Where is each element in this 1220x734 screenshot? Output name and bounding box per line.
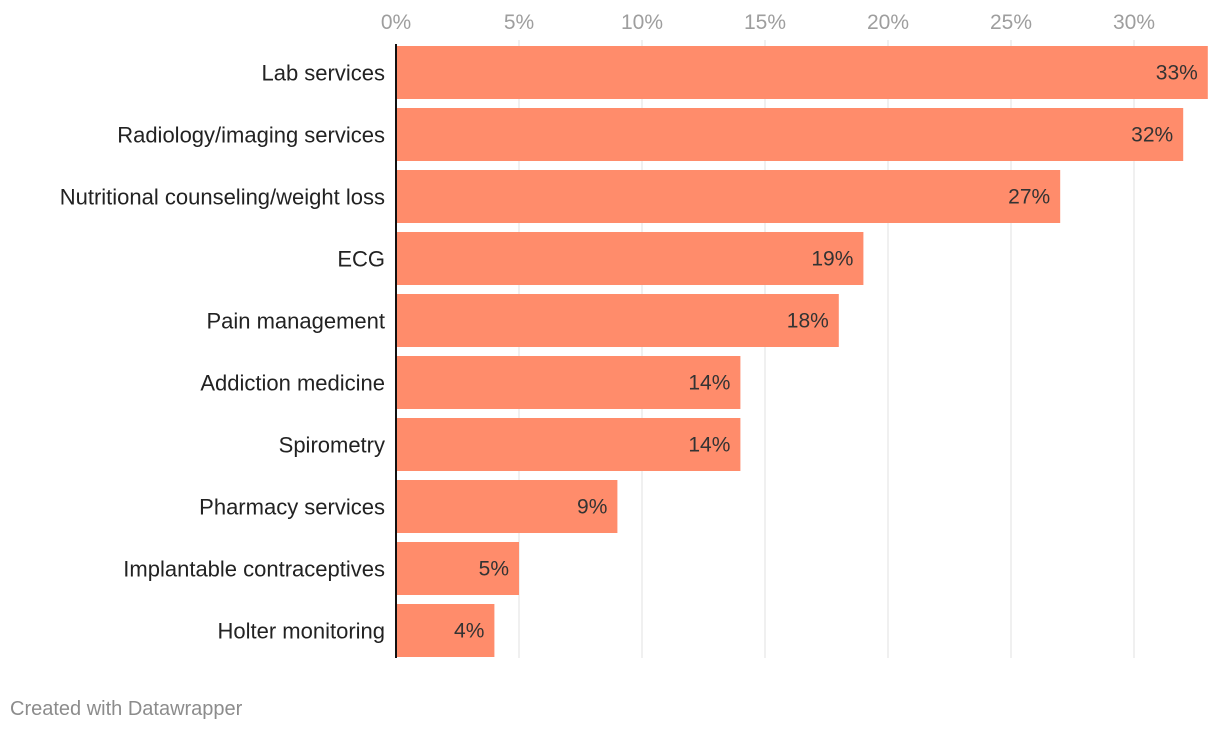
value-label-addiction-medicine: 14% [688, 372, 730, 395]
value-label-pain-management: 18% [787, 310, 829, 333]
tick-label-30: 30% [1113, 11, 1155, 34]
bar-lab-services[interactable] [396, 46, 1208, 99]
tick-label-20: 20% [867, 11, 909, 34]
category-label-addiction-medicine: Addiction medicine [200, 371, 385, 396]
bar-chart: 0% 5% 10% 15% 20% 25% 30% Lab services 33% Radiol… [60, 11, 1208, 658]
tick-label-25: 25% [990, 11, 1032, 34]
category-label-implantable-contraceptives: Implantable contraceptives [123, 557, 385, 582]
bar-holter-monitoring[interactable] [396, 604, 495, 657]
value-label-nutritional-counseling-weight-loss: 27% [1008, 186, 1050, 209]
bar-addiction-medicine[interactable] [396, 356, 741, 409]
category-label-ecg: ECG [337, 247, 385, 272]
bar-nutritional-counseling-weight-loss[interactable] [396, 170, 1061, 223]
bar-pain-management[interactable] [396, 294, 839, 347]
category-label-pain-management: Pain management [206, 309, 385, 334]
value-label-ecg: 19% [811, 248, 853, 271]
category-label-spirometry: Spirometry [279, 433, 385, 458]
category-label-holter-monitoring: Holter monitoring [217, 619, 385, 644]
credit-text[interactable]: Created with Datawrapper [10, 698, 243, 720]
tick-label-0: 0% [381, 11, 411, 34]
value-label-pharmacy-services: 9% [577, 496, 607, 519]
bar-implantable-contraceptives[interactable] [396, 542, 519, 595]
value-label-implantable-contraceptives: 5% [479, 558, 509, 581]
value-label-spirometry: 14% [688, 434, 730, 457]
bar-pharmacy-services[interactable] [396, 480, 618, 533]
bar-radiology-imaging-services[interactable] [396, 108, 1184, 161]
tick-label-5: 5% [504, 11, 534, 34]
category-label-pharmacy-services: Pharmacy services [199, 495, 385, 520]
category-label-nutritional-counseling-weight-loss: Nutritional counseling/weight loss [60, 185, 385, 210]
value-label-lab-services: 33% [1156, 62, 1198, 85]
bar-ecg[interactable] [396, 232, 864, 285]
category-label-lab-services: Lab services [261, 61, 385, 86]
category-label-radiology-imaging-services: Radiology/imaging services [117, 123, 385, 148]
value-label-radiology-imaging-services: 32% [1131, 124, 1173, 147]
tick-label-15: 15% [744, 11, 786, 34]
bar-spirometry[interactable] [396, 418, 741, 471]
value-label-holter-monitoring: 4% [454, 620, 484, 643]
tick-label-10: 10% [621, 11, 663, 34]
